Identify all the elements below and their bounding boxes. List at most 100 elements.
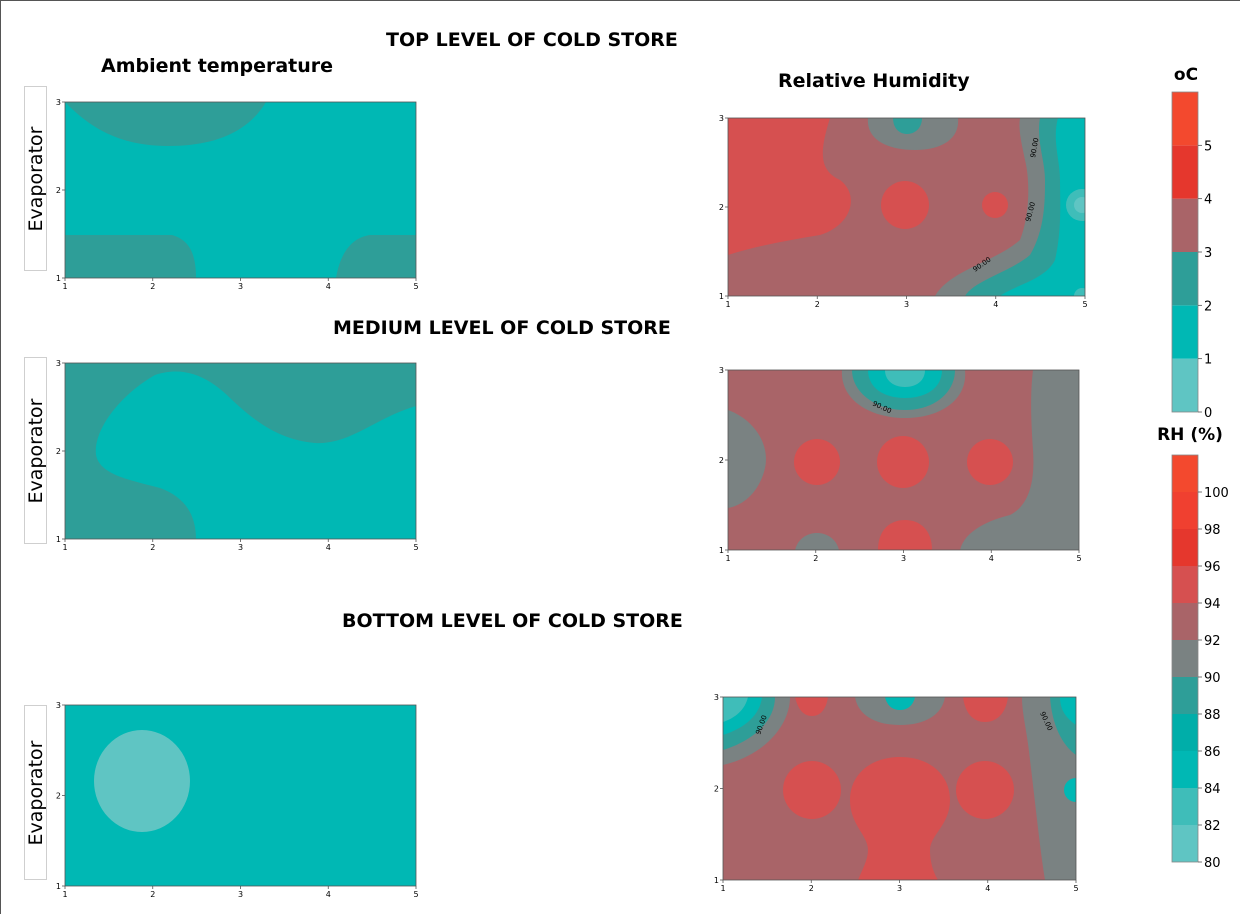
region-warm-bottom-right [336,235,416,278]
region-high-top-right [963,697,1008,722]
y-tick-label: 2 [714,785,719,794]
heatmap-bottom-temperature [65,705,416,886]
x-tick-label: 4 [989,554,994,563]
colorbar-tick-label: 86 [1204,745,1221,760]
axes-layer: 1 2 3 4 5 1 2 3 1 2 3 4 5 1 2 3 1 2 3 4 5 1 2 3 1 2 3 4 5 1 2 3 1 2 3 4 5 1 2 3… [56,98,1088,899]
y-tick-label: 1 [719,292,724,301]
colorbar-band-humidity [1172,640,1198,677]
colorbar-band-humidity [1172,455,1198,492]
colorbar-tick-label: 4 [1204,193,1212,208]
x-tick-label: 5 [1076,554,1081,563]
heatmap-top-temperature [65,102,416,278]
contour-label: 90.00 [1029,137,1040,158]
y-tick-label: 2 [56,792,61,801]
region-high-top-left [795,697,828,716]
heading-bottom-level: BOTTOM LEVEL OF COLD STORE [342,610,683,632]
colorbar-tick-label: 98 [1204,523,1221,538]
x-tick-label: 4 [993,300,998,309]
x-tick-label: 2 [150,282,155,291]
colorbar-band-temperature [1172,358,1198,412]
colorbar-tick-label: 0 [1204,406,1212,421]
region-mid-top [867,118,959,150]
x-tick-label: 2 [815,300,820,309]
region-spot [1074,288,1085,296]
x-tick-label: 3 [238,282,243,291]
x-tick-label: 5 [413,282,418,291]
region-warm-bottom-left [65,235,196,278]
region-mid-right [960,370,1079,550]
x-tick-label: 3 [904,300,909,309]
region-lowest-top [885,370,925,387]
colorbar-tick-label: 84 [1204,782,1221,797]
colorbar-tick-label: 80 [1204,856,1221,871]
colorbar-tick-label: 1 [1204,353,1212,368]
colorbar-band-humidity [1172,492,1198,529]
region-high-left [728,118,851,255]
region-cool-spot [94,730,190,832]
colorbar-title-temperature: oC [1174,65,1198,85]
y-tick-label: 2 [719,203,724,212]
region-spot [1064,778,1076,802]
region-lowest-left [723,697,748,722]
y-tick-label: 3 [719,114,724,123]
region-spot [1074,197,1085,213]
x-tick-label: 1 [62,282,67,291]
colorbar-band-temperature [1172,92,1198,146]
y-tick-label: 3 [56,701,61,710]
heading-relative-humidity: Relative Humidity [778,70,970,92]
region-high-spot [783,761,841,819]
colorbar-tick-label: 94 [1204,597,1221,612]
colorbar-tick-label: 96 [1204,560,1221,575]
y-tick-label: 1 [719,546,724,555]
y-tick-label: 3 [56,359,61,368]
region-low-right [965,118,1085,296]
region-high-spot [794,439,840,485]
region-mid-bottom [795,533,839,550]
x-tick-label: 4 [326,282,331,291]
x-tick-label: 2 [150,543,155,552]
region-high-center [850,757,950,880]
colorbar-tick-label: 90 [1204,671,1221,686]
x-tick-label: 5 [1073,884,1078,893]
region-low-top [893,118,922,134]
evaporator-label-medium: Evaporator [24,357,47,544]
evaporator-label-bottom: Evaporator [24,705,47,880]
y-tick-label: 2 [56,186,61,195]
colorbar-frame-humidity [1171,454,1199,863]
colorbar-band-humidity [1172,751,1198,788]
heatmap-medium-temperature [65,363,416,539]
colorbar-band-temperature [1172,305,1198,359]
colorbar-tick-label: 92 [1204,634,1221,649]
x-tick-label: 1 [62,890,67,899]
y-tick-label: 3 [56,98,61,107]
heading-ambient-temperature: Ambient temperature [101,55,334,77]
x-tick-label: 3 [897,884,902,893]
colorbar-band-humidity [1172,788,1198,825]
y-tick-label: 1 [714,876,719,885]
y-tick-label: 1 [56,535,61,544]
colorbar-band-humidity [1172,566,1198,603]
y-tick-label: 1 [56,882,61,891]
colorbar-band-humidity [1172,603,1198,640]
colorbar-band-temperature [1172,198,1198,252]
x-tick-label: 4 [326,890,331,899]
x-tick-label: 1 [725,554,730,563]
region-mid-right [1022,697,1076,880]
colorbar-band-humidity [1172,677,1198,714]
heatmap-medium-humidity: 90.00 [728,370,1079,550]
region-cool [95,371,416,539]
x-tick-label: 1 [720,884,725,893]
colorbar-band-humidity [1172,825,1198,862]
colorbar-tick-label: 3 [1204,246,1212,261]
colorbar-layer: 0 1 2 3 4 5 oC 80 82 84 86 88 90 92 94 96 98 100 RH (%) [1157,65,1229,871]
region-high-spot [877,436,929,488]
region-verylow-right [1060,697,1076,725]
colorbar-tick-label: 100 [1204,486,1229,501]
region-mid-left [728,410,766,508]
y-tick-label: 3 [719,366,724,375]
y-tick-label: 2 [56,447,61,456]
x-tick-label: 4 [326,543,331,552]
